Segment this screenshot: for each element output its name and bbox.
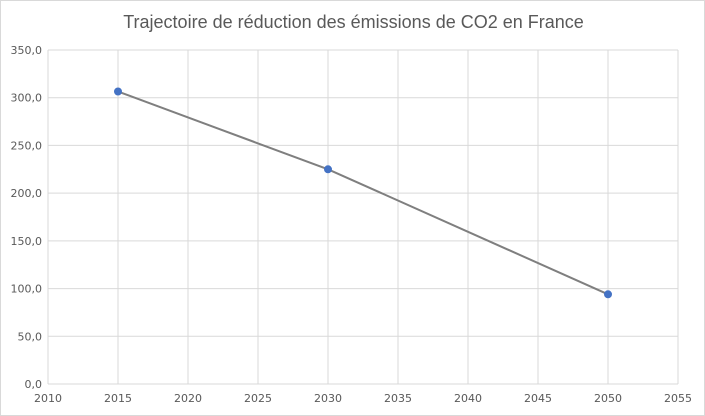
x-tick-label: 2045 xyxy=(524,392,552,405)
y-tick-label: 300,0 xyxy=(11,92,43,105)
data-point xyxy=(324,165,332,174)
x-tick-label: 2055 xyxy=(664,392,692,405)
y-tick-label: 50,0 xyxy=(18,330,43,343)
y-tick-label: 350,0 xyxy=(11,44,43,57)
x-tick-label: 2050 xyxy=(594,392,622,405)
y-tick-label: 200,0 xyxy=(11,187,43,200)
data-point xyxy=(114,87,122,96)
x-tick-label: 2015 xyxy=(104,392,132,405)
x-tick-label: 2010 xyxy=(34,392,62,405)
y-tick-label: 250,0 xyxy=(11,139,43,152)
x-tick-label: 2040 xyxy=(454,392,482,405)
y-tick-label: 0,0 xyxy=(25,378,43,391)
x-tick-label: 2035 xyxy=(384,392,412,405)
chart-title: Trajectoire de réduction des émissions d… xyxy=(123,12,584,32)
x-tick-label: 2020 xyxy=(174,392,202,405)
x-tick-label: 2025 xyxy=(244,392,272,405)
data-point xyxy=(604,290,612,299)
x-tick-label: 2030 xyxy=(314,392,342,405)
y-tick-label: 100,0 xyxy=(11,283,43,296)
y-tick-label: 150,0 xyxy=(11,235,43,248)
